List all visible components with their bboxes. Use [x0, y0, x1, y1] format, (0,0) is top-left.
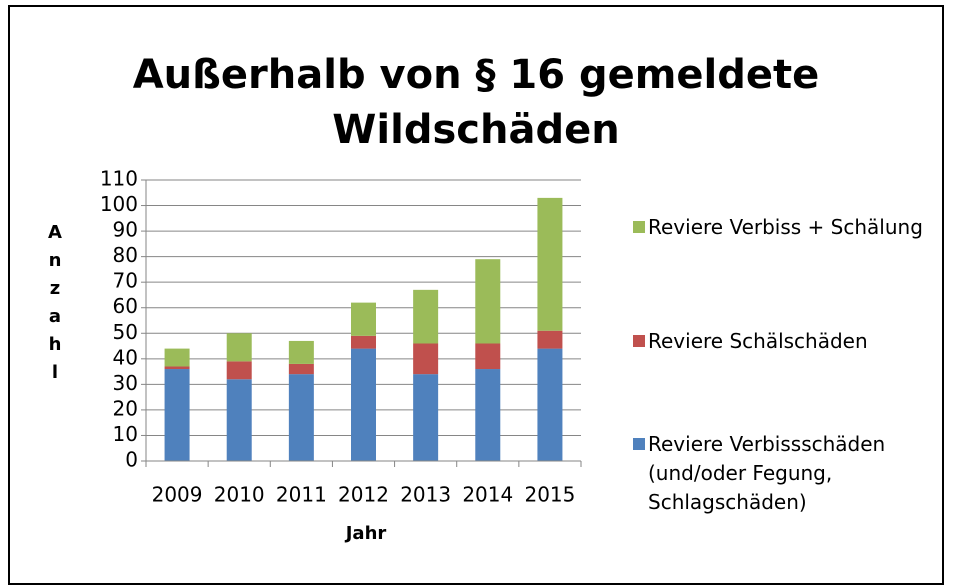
bar-segment [288, 363, 314, 375]
legend-label: Reviere Verbiss + Schälung [648, 215, 923, 239]
bar-segment [351, 335, 376, 349]
y-tick-label: 40 [113, 345, 138, 369]
legend-swatch [633, 438, 645, 450]
bar-segment [537, 348, 563, 461]
bar-segment [226, 379, 252, 461]
y-tick-label: 100 [100, 192, 138, 216]
x-tick-label: 2011 [276, 483, 327, 507]
bar-segment [164, 366, 190, 370]
y-tick-label: 30 [113, 371, 138, 395]
bar-segment [288, 340, 314, 364]
y-tick-label: 60 [113, 294, 138, 318]
x-tick-label: 2012 [338, 483, 389, 507]
bar-segment [537, 330, 563, 349]
bar-segment [288, 374, 314, 461]
x-tick-label: 2013 [400, 483, 451, 507]
x-tick-label: 2015 [524, 483, 575, 507]
y-tick-label: 90 [113, 218, 138, 242]
bar-segment [226, 333, 252, 362]
bar-segment [475, 343, 501, 370]
bar-segment [226, 361, 252, 380]
x-tick-label: 2014 [462, 483, 513, 507]
legend-item: Reviere Verbissschäden (und/oder Fegung,… [633, 430, 933, 517]
legend-item: Reviere Schälschäden [633, 327, 933, 356]
bar-segment [164, 369, 190, 461]
y-tick-label: 70 [113, 269, 138, 293]
y-axis-label: Anzahl [45, 222, 66, 390]
bar-segment [475, 259, 501, 344]
legend-swatch [633, 335, 645, 347]
legend-item: Reviere Verbiss + Schälung [633, 213, 933, 242]
bar-segment [537, 197, 563, 331]
y-tick-label: 80 [113, 243, 138, 267]
y-tick-label: 50 [113, 320, 138, 344]
bar-segment [475, 369, 501, 461]
legend-label: Reviere Schälschäden [648, 329, 868, 353]
y-tick-label: 0 [125, 448, 138, 472]
x-tick-label: 2010 [214, 483, 265, 507]
y-tick-label: 20 [113, 396, 138, 420]
bar-segment [413, 289, 439, 344]
bar-segment [413, 343, 439, 375]
x-tick-label: 2009 [152, 483, 203, 507]
legend-label: Reviere Verbissschäden (und/oder Fegung,… [648, 432, 886, 514]
y-tick-label: 10 [113, 422, 138, 446]
y-tick-label: 110 [100, 167, 138, 191]
chart-title: Außerhalb von § 16 gemeldete [133, 52, 820, 98]
bar-segment [351, 302, 376, 336]
bar-segment [351, 348, 376, 461]
bar-segment [164, 348, 190, 367]
legend-swatch [633, 221, 645, 233]
x-axis-label: Jahr [344, 523, 387, 544]
chart-title: Wildschäden [332, 107, 619, 153]
bar-segment [413, 374, 439, 461]
